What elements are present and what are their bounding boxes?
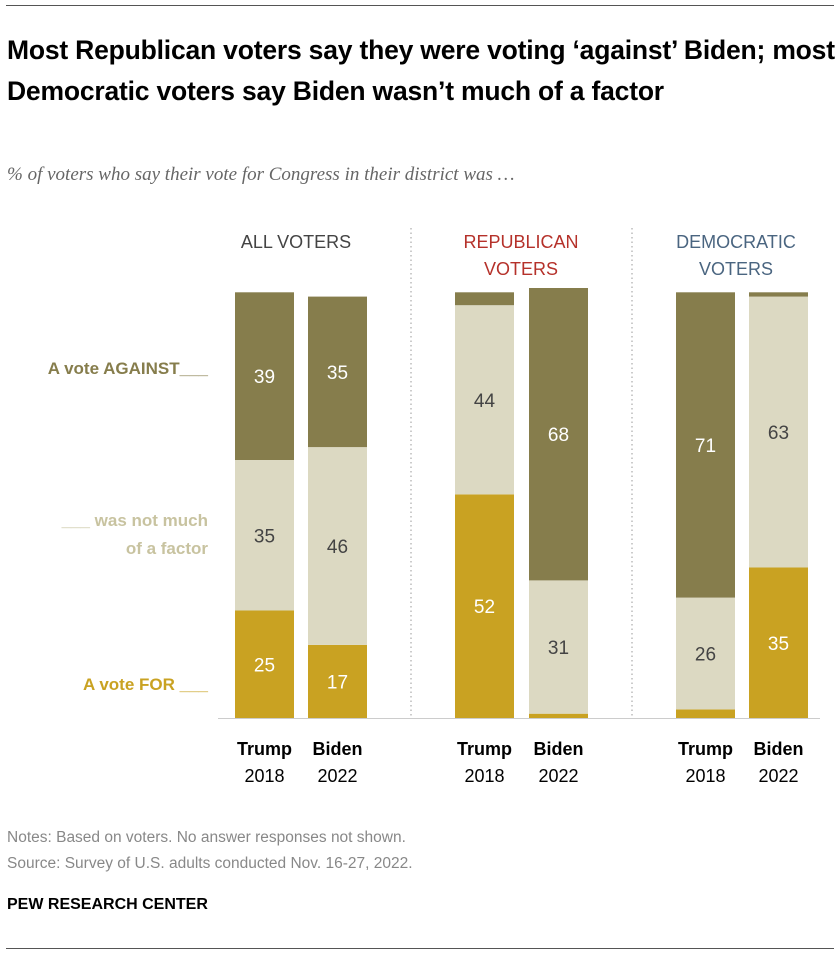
bar-segment [308,644,367,718]
bar-segment [455,292,514,306]
series-label: ___ was not much [61,511,208,530]
x-tick-label: Biden [753,739,803,759]
data-label: 26 [695,645,716,666]
chart-subtitle: % of voters who say their vote for Congr… [7,164,515,185]
source: Source: Survey of U.S. adults conducted … [7,855,413,872]
x-tick-year: 2018 [464,766,504,786]
x-tick-label: Biden [312,739,362,759]
bar-segment [235,292,294,460]
data-label: 71 [695,436,716,457]
x-tick-label: Trump [457,739,512,759]
bar-segment [235,460,294,611]
data-label: 17 [327,672,348,693]
chart-title: Most Republican voters say they were vot… [7,35,835,106]
data-label: 25 [254,655,275,676]
bar-segment [455,305,514,495]
x-tick-year: 2022 [538,766,578,786]
data-label: 44 [474,391,496,412]
bar-segment [749,292,808,297]
group-header: VOTERS [484,259,558,279]
data-label: 35 [768,634,789,655]
bar-segment [529,713,588,718]
group-header: DEMOCRATIC [676,232,796,252]
bar-segment [676,709,735,718]
x-tick-year: 2022 [758,766,798,786]
data-label: 68 [548,425,569,446]
data-label: 35 [327,363,348,384]
x-tick-label: Trump [678,739,733,759]
bar-segment [308,447,367,645]
data-label: 52 [474,597,495,618]
series-label: of a factor [126,539,209,558]
bar-segment [749,296,808,568]
group-header: REPUBLICAN [463,232,578,252]
data-label: 63 [768,423,789,444]
data-label: 31 [548,638,569,659]
bar-segment [676,292,735,598]
data-label: 39 [254,367,275,388]
bar-segment [235,610,294,718]
bar-segment [529,288,588,581]
x-tick-year: 2018 [244,766,284,786]
data-label: 35 [254,526,275,547]
bar-segment [529,580,588,714]
bar-segment [308,296,367,448]
bar-segment [749,567,808,718]
bottom-rule [6,948,834,949]
group-header: ALL VOTERS [241,232,351,252]
series-label: A vote FOR ___ [83,675,209,694]
bar-segment [455,494,514,718]
top-rule [6,5,834,6]
x-tick-year: 2018 [685,766,725,786]
series-label: A vote AGAINST___ [48,359,209,378]
brand-logo-text: PEW RESEARCH CENTER [7,896,208,913]
data-label: 46 [327,537,348,558]
x-tick-year: 2022 [317,766,357,786]
bar-segment [676,597,735,710]
group-header: VOTERS [699,259,773,279]
notes: Notes: Based on voters. No answer respon… [7,829,406,846]
x-tick-label: Trump [237,739,292,759]
x-tick-label: Biden [533,739,583,759]
